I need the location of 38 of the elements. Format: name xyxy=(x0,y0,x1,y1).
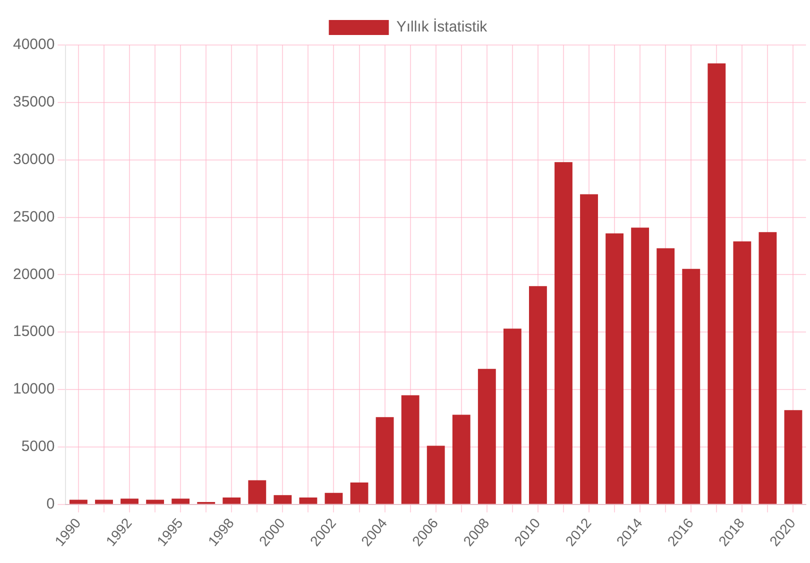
bar xyxy=(146,500,164,504)
bar xyxy=(299,497,318,504)
bar xyxy=(120,498,138,504)
bar xyxy=(452,414,470,504)
bar xyxy=(631,228,650,504)
bar xyxy=(324,492,343,504)
y-tick-label: 40000 xyxy=(12,36,55,54)
bar xyxy=(478,368,496,504)
bar xyxy=(401,395,420,504)
y-tick-label: 10000 xyxy=(12,380,55,398)
bar xyxy=(70,500,88,504)
bar xyxy=(172,498,190,504)
bar xyxy=(733,241,752,504)
y-tick-label: 15000 xyxy=(12,323,55,340)
bar xyxy=(222,497,241,504)
bar xyxy=(606,233,624,504)
bar xyxy=(95,500,113,504)
bar xyxy=(580,194,598,504)
y-tick-label: 20000 xyxy=(12,266,55,283)
bar xyxy=(784,410,802,504)
y-tick-label: 0 xyxy=(46,495,55,512)
bar xyxy=(350,482,368,504)
bar xyxy=(529,286,547,504)
bar xyxy=(503,328,522,504)
bar xyxy=(682,268,700,504)
bar xyxy=(426,446,445,504)
y-tick-label: 30000 xyxy=(12,150,55,168)
legend-label: Yıllık İstatistik xyxy=(396,18,488,36)
bar xyxy=(758,232,777,504)
bar xyxy=(274,495,292,504)
bar xyxy=(376,417,394,504)
bar xyxy=(708,63,726,504)
y-tick-label: 25000 xyxy=(12,208,55,226)
y-tick-label: 5000 xyxy=(21,438,55,456)
bar xyxy=(554,162,572,504)
y-tick-label: 35000 xyxy=(12,94,55,111)
bar xyxy=(656,248,675,504)
bar xyxy=(248,480,266,504)
